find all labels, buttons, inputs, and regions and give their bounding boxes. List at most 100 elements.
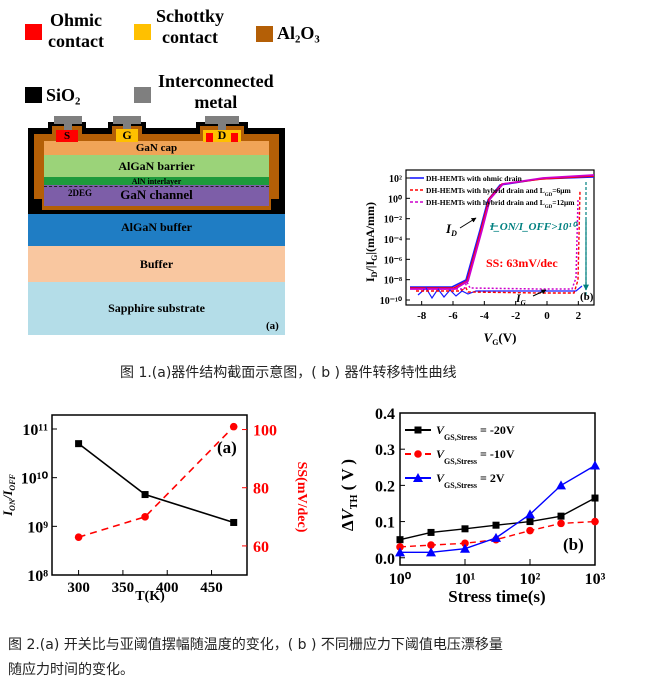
fig2a-ytick-label: 10¹⁰	[21, 471, 49, 488]
caption-2-line1: 图 2.(a) 开关比与亚阈值摆幅随温度的变化，( b ) 不同栅应力下阈值电压…	[8, 637, 503, 653]
fig1b-xtick-label: -6	[448, 310, 458, 322]
sio2-swatch	[25, 87, 42, 103]
fig2b-xtick-label: 10¹	[455, 571, 476, 588]
fig2b-data-point	[427, 541, 435, 549]
fig2a-ytick-right-label: 60	[253, 539, 269, 556]
fig2b-data-point	[461, 525, 469, 533]
algan-barrier-layer: AlGaN barrier	[44, 155, 269, 177]
fig2a-ytick-label: 10⁹	[27, 519, 48, 536]
gate-metal-top	[113, 116, 141, 124]
fig2b-legend-marker	[414, 450, 422, 458]
fig2a-ylabel-right: SS(mV/dec)	[294, 462, 309, 533]
ohmic-swatch	[25, 24, 42, 40]
fig2a-panel-label: (a)	[217, 438, 237, 457]
figure-1b: 10² 10⁰ 10⁻² 10⁻⁴ 10⁻⁶ 10⁻⁸ 10⁻¹⁰ -8 -6 -4 -2 0 2 D…	[363, 169, 595, 347]
fig2b-ytick-label: 0.4	[375, 406, 395, 423]
gate-metal-stem	[123, 122, 131, 130]
fig2b-data-point	[526, 518, 534, 526]
schottky-swatch	[134, 24, 151, 40]
fig2a-xlabel: T(K)	[135, 589, 165, 604]
fig2b-data-point	[591, 517, 599, 526]
fig2a-data-point	[74, 533, 83, 541]
drain-ohmic-2	[231, 133, 238, 142]
algan-buffer-layer: AlGaN buffer	[28, 209, 285, 246]
fig2b-xtick-label: 10²	[520, 571, 541, 588]
fig1b-panel-label: (b)	[580, 291, 594, 303]
fig1b-xtick-label: -8	[417, 310, 427, 322]
ss-label: SS: 63mV/dec	[486, 256, 558, 270]
fig2b-data-point	[460, 543, 470, 553]
fig2a-ytick-right-label: 80	[253, 481, 269, 498]
fig2a-data-point	[75, 440, 83, 448]
drain-label: D	[217, 128, 227, 142]
fig2b-data-point	[427, 528, 435, 536]
fig2b-data-point	[396, 536, 404, 544]
fig1b-ytick-label: 10⁻⁸	[384, 276, 402, 287]
fig2a-xtick-label: 400	[156, 580, 179, 596]
fig1b-axes-frame	[405, 169, 595, 306]
fig1b-ytick-label: 10⁻⁴	[384, 235, 402, 246]
fig2b-xtick-label: 10⁰	[389, 571, 412, 588]
fig2a-ytick-right-label: 100	[253, 423, 277, 440]
fig2b-data-point	[426, 547, 437, 557]
fig2b-ytick-label: 0.2	[375, 478, 395, 495]
fig1b-ytick-label: 10²	[389, 174, 402, 185]
curve-ig-lgd12	[416, 199, 579, 290]
fig2b-legend-text: VGS,Stress = 2V	[436, 471, 505, 490]
fig1b-xlabel: VG(V)	[484, 330, 517, 347]
metal-swatch	[134, 87, 151, 103]
fig2a-ytick-label: 10⁸	[27, 568, 48, 585]
fig2b-data-point	[590, 460, 600, 470]
fig2a-data-point	[230, 518, 238, 526]
source-metal-stem	[64, 122, 72, 130]
fig2a-ylabel: ION/IOFF	[0, 473, 17, 516]
gan-channel-layer: GaN channel	[44, 184, 269, 206]
twodeg-line	[44, 186, 269, 187]
schottky-legend: Schottky contact	[156, 6, 225, 47]
sapphire-substrate-layer: Sapphire substrate	[28, 282, 285, 335]
source-metal-top	[54, 116, 82, 124]
fig2b-legend-text: VGS,Stress = -10V	[436, 447, 515, 466]
sio2-left-step	[28, 199, 42, 214]
fig2b-ytick-label: 0.3	[375, 442, 395, 459]
sio2-right-step	[271, 199, 285, 214]
fig2b-legend-marker	[413, 473, 423, 482]
fig1b-legend-text: DH-HEMTs with ohmic drain	[426, 174, 523, 183]
fig2b-data-point	[557, 519, 565, 528]
fig2b-data-point	[395, 547, 405, 557]
fig1b-xtick-label: 2	[576, 310, 582, 322]
fig1a-panel-label: (a)	[266, 320, 279, 332]
fig2b-xlabel: Stress time(s)	[448, 587, 545, 606]
fig2a-data-point	[229, 422, 238, 431]
fig2a-data-point	[141, 491, 149, 499]
fig1b-xtick-label: -4	[480, 310, 490, 322]
fig2b-panel-label: (b)	[563, 535, 584, 554]
drain-metal-top	[205, 116, 239, 124]
al2o3-swatch	[256, 26, 273, 42]
al2o3-legend: Al₂O₃	[277, 23, 320, 43]
fig2b-legend-marker	[414, 426, 422, 434]
caption-2-line2: 随应力时间的变化。	[8, 662, 134, 678]
caption-1: 图 1.(a)器件结构截面示意图，( b ) 器件转移特性曲线	[120, 365, 457, 381]
fig2b-data-point	[556, 480, 567, 490]
fig2b-data-point	[491, 532, 502, 542]
fig2b-data-point	[526, 526, 534, 535]
fig2b-legend-text: VGS,Stress = -20V	[436, 423, 515, 442]
curve-ig-ohmic	[417, 285, 583, 300]
fig2b-data-point	[591, 494, 599, 502]
fig1b-xtick-label: -2	[511, 310, 521, 322]
gan-cap-layer: GaN cap	[44, 141, 269, 155]
curve-id-lgd12	[410, 174, 595, 290]
fig2b-data-point	[492, 521, 500, 529]
fig2b-ytick-label: 0.1	[375, 515, 395, 532]
ratio-label: I_ON/I_OFF>10¹⁰	[489, 221, 579, 233]
fig2b-xtick-label: 10³	[585, 571, 606, 588]
source-contact: S	[56, 130, 78, 142]
fig2a-ytick-label: 10¹¹	[22, 422, 48, 439]
fig2a-xtick-label: 300	[67, 580, 90, 596]
buffer-layer: Buffer	[28, 246, 285, 282]
fig2b-data-point	[557, 512, 565, 520]
ig-label: IG	[515, 291, 526, 307]
ig-arrow	[532, 289, 547, 297]
fig2b-data-point	[396, 543, 404, 551]
